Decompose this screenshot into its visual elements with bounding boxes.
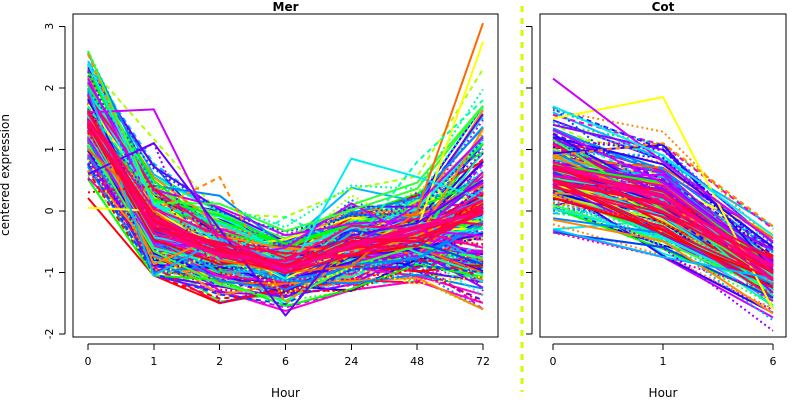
series-line	[87, 76, 484, 252]
series-line	[87, 81, 484, 247]
series-line	[552, 77, 774, 243]
series-line	[87, 110, 484, 267]
series-line	[87, 157, 484, 290]
x-tick-label: 24	[344, 355, 358, 368]
series-line	[87, 159, 484, 295]
series-line	[552, 231, 774, 299]
series-lines-mer	[87, 22, 484, 317]
series-line	[87, 109, 484, 256]
series-line	[552, 191, 774, 332]
series-line	[552, 138, 774, 281]
panel-title-mer: Mer	[273, 0, 299, 14]
series-line	[87, 95, 484, 259]
x-tick-label: 1	[150, 355, 157, 368]
x-tick-label: 72	[476, 355, 490, 368]
series-line	[87, 99, 484, 262]
series-line	[552, 113, 774, 230]
series-line	[552, 108, 774, 246]
y-tick-label: 3	[43, 23, 56, 30]
series-line	[552, 164, 774, 274]
series-line	[552, 223, 774, 310]
series-line	[552, 165, 774, 280]
series-line	[87, 62, 484, 280]
x-tick-label: 48	[410, 355, 424, 368]
x-tick-label: 2	[216, 355, 223, 368]
x-axis-cot: 0 1 6	[550, 343, 777, 368]
y-axis-title: centered expression	[0, 114, 12, 236]
x-tick-label: 1	[660, 355, 667, 368]
y-tick-label: 2	[43, 84, 56, 91]
series-line	[87, 64, 484, 250]
series-line	[552, 142, 774, 228]
series-line	[552, 109, 774, 245]
x-axis-title-cot: Hour	[649, 386, 678, 400]
series-line	[552, 196, 774, 298]
series-line	[87, 125, 484, 279]
y-axis-cot	[526, 25, 533, 335]
series-line	[552, 218, 774, 315]
series-line	[87, 185, 484, 305]
x-tick-label: 0	[85, 355, 92, 368]
x-axis-mer: 0 1 2 6 24 48 72	[85, 343, 490, 368]
series-line	[87, 77, 484, 260]
series-line	[552, 182, 774, 306]
series-line	[552, 162, 774, 263]
y-axis-mer: -2 -1 0 1 2 3	[43, 23, 66, 339]
x-tick-label: 0	[550, 355, 557, 368]
series-line	[552, 105, 774, 237]
series-line	[87, 111, 484, 271]
panel-title-cot: Cot	[652, 0, 675, 14]
y-tick-label: 1	[43, 146, 56, 153]
panel-cot: Cot 0 1 6 Hour	[526, 0, 787, 400]
series-line	[87, 154, 484, 296]
series-line	[552, 178, 774, 281]
x-axis-title-mer: Hour	[271, 386, 300, 400]
series-line	[87, 90, 484, 233]
plot-frame-mer	[72, 13, 499, 338]
panel-mer: Mer 0 1 2 6 24 48 72 -2 -1 0 1 2 3 Hour	[43, 0, 499, 400]
y-tick-label: 0	[43, 207, 56, 214]
series-line	[552, 208, 774, 291]
series-line	[552, 136, 774, 248]
x-tick-label: 6	[770, 355, 777, 368]
series-line	[87, 142, 484, 317]
series-line	[552, 132, 774, 249]
y-tick-label: -2	[43, 328, 56, 339]
series-line	[87, 135, 484, 267]
series-line	[552, 228, 774, 280]
x-tick-label: 6	[282, 355, 289, 368]
y-tick-label: -1	[43, 267, 56, 278]
series-line	[87, 137, 484, 272]
plot-frame-cot	[539, 13, 787, 338]
series-lines-cot	[552, 77, 774, 332]
